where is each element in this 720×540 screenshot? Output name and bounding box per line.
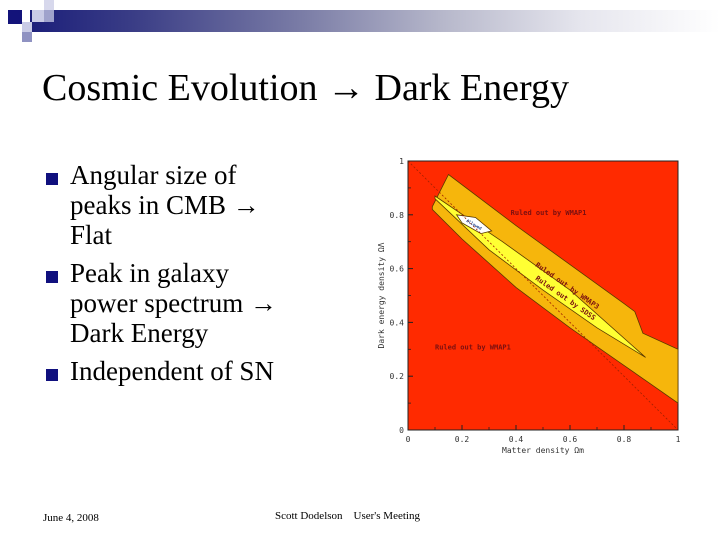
x-tick-label: 0.8 — [617, 435, 632, 444]
y-axis-label: Dark energy density ΩΛ — [377, 242, 386, 348]
bullet-line: peaks in CMB → — [70, 190, 260, 220]
ruled-out-sdss-region — [434, 195, 646, 358]
bullet-line: Independent of SN — [70, 356, 274, 386]
x-tick-label: 0 — [406, 435, 411, 444]
square-bullet-icon — [46, 271, 58, 283]
decorative-square — [8, 10, 22, 24]
bullet-line: Angular size of — [70, 160, 237, 190]
y-tick-label: 0.6 — [390, 265, 405, 274]
y-tick-label: 0.2 — [390, 372, 405, 381]
decorative-square — [22, 32, 32, 42]
bullet-line: power spectrum → — [70, 288, 277, 318]
y-tick-label: 0 — [399, 426, 404, 435]
bullet-line: Dark Energy — [70, 318, 209, 348]
slide-title: Cosmic Evolution → Dark Energy — [42, 67, 570, 109]
footer-presenter: Scott Dodelson User's Meeting — [275, 510, 420, 522]
bullet-line: Peak in galaxy — [70, 258, 229, 288]
annotation-wmap1-upper: Ruled out by WMAP1 — [511, 209, 587, 217]
bullet-item: Angular size of peaks in CMB → Flat — [44, 160, 354, 250]
square-bullet-icon — [46, 173, 58, 185]
x-tick-label: 0.2 — [455, 435, 470, 444]
flat-universe-line — [407, 160, 679, 431]
y-tick-label: 0.8 — [390, 211, 405, 220]
decorative-square — [44, 10, 54, 22]
bullet-item: Peak in galaxy power spectrum → Dark Ene… — [44, 258, 354, 348]
bullet-line: Flat — [70, 220, 113, 250]
footer-date: June 4, 2008 — [43, 512, 99, 524]
square-bullet-icon — [46, 369, 58, 381]
allowed-region — [455, 214, 493, 235]
y-tick-label: 1 — [399, 157, 404, 166]
contour-chart: 0 0.2 0.4 0.6 0.8 1 0 0.2 0.4 0.6 0.8 1 Matter densi… — [365, 150, 695, 462]
bullet-list: Angular size of peaks in CMB → Flat Peak… — [44, 160, 354, 394]
decorative-square — [44, 0, 54, 10]
x-tick-label: 0.6 — [563, 435, 578, 444]
header-gradient-band — [30, 10, 720, 32]
annotation-wmap1-lower: Ruled out by WMAP1 — [435, 343, 511, 351]
bullet-item: Independent of SN — [44, 356, 354, 386]
decorative-square — [22, 22, 32, 32]
y-tick-label: 0.4 — [390, 318, 405, 327]
chart-svg: 0 0.2 0.4 0.6 0.8 1 0 0.2 0.4 0.6 0.8 1 Matter densi… — [377, 157, 681, 455]
x-tick-label: 0.4 — [509, 435, 524, 444]
x-axis-label: Matter density Ωm — [502, 446, 584, 455]
x-tick-label: 1 — [676, 435, 681, 444]
decorative-square — [32, 10, 44, 22]
